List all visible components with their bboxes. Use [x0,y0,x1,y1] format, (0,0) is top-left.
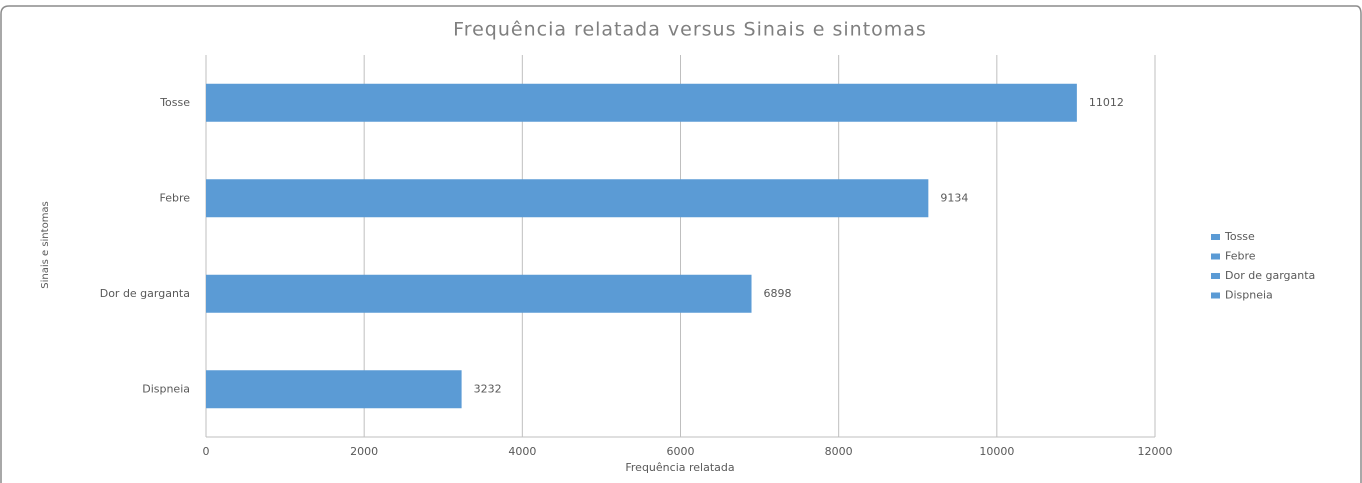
x-tick-label: 4000 [508,445,536,458]
y-axis-label: Sinais e sintomas [40,201,51,289]
bar [206,370,462,409]
bar [206,83,1077,122]
legend-swatch [1211,234,1220,240]
y-tick-label: Febre [159,191,190,204]
legend-label: Dor de garganta [1225,269,1315,282]
legend-label: Febre [1225,250,1256,263]
legend-label: Tosse [1224,230,1255,243]
legend-swatch [1211,253,1220,260]
data-label: 11012 [1089,96,1124,109]
x-tick-label: 2000 [350,445,378,458]
bar [206,274,752,313]
x-tick-label: 12000 [1138,445,1173,458]
x-axis-label: Frequência relatada [625,461,734,474]
y-tick-label: Dispneia [142,382,190,395]
legend-swatch [1211,273,1220,279]
chart-title: Frequência relatada versus Sinais e sint… [453,19,927,41]
bar [206,179,929,218]
legend-label: Dispneia [1225,289,1273,302]
chart-frame [0,5,1362,483]
y-tick-label: Tosse [159,96,190,109]
x-tick-label: 6000 [667,445,695,458]
x-tick-label: 0 [203,445,210,458]
data-label: 9134 [940,191,968,204]
x-tick-label: 10000 [979,445,1014,458]
data-label: 6898 [764,287,792,300]
legend-swatch [1211,292,1220,299]
data-label: 3232 [474,382,502,395]
y-tick-label: Dor de garganta [100,287,190,300]
x-tick-label: 8000 [825,445,853,458]
